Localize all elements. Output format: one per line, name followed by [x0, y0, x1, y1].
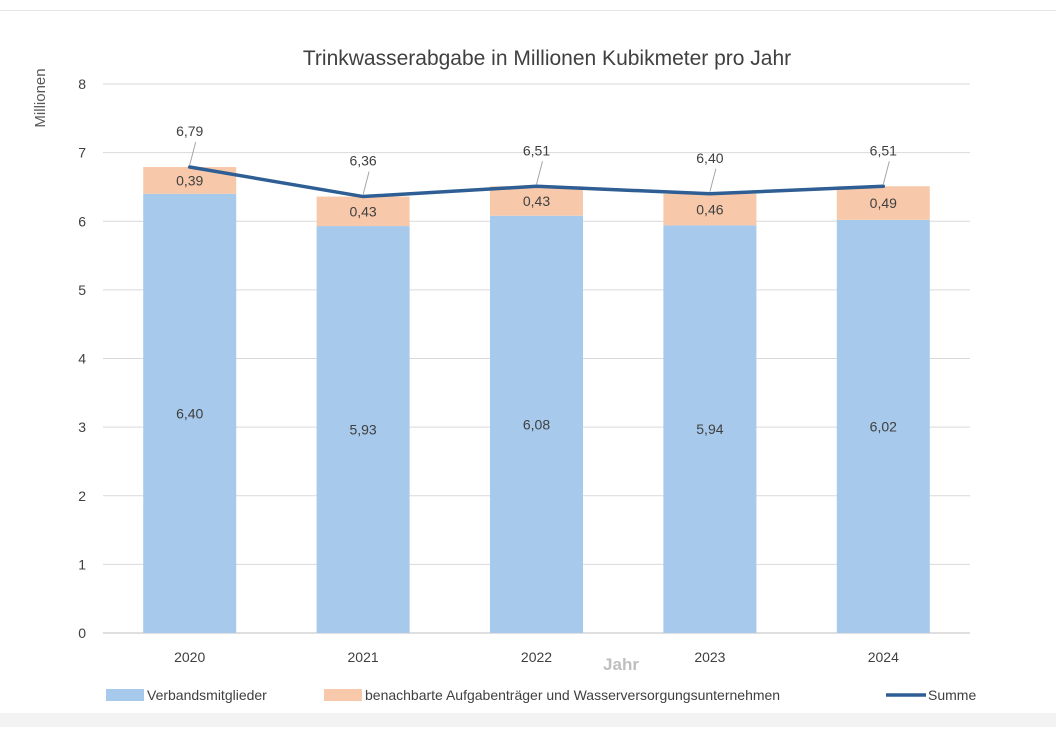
line-summe	[187, 165, 886, 199]
x-tick-label-2022: 2022	[521, 649, 552, 665]
y-tick-label-5: 5	[78, 282, 86, 298]
y-tick-label-2: 2	[78, 488, 86, 504]
y-tick-label-8: 8	[78, 76, 86, 92]
bar-verbandsmitglieder-2024	[836, 219, 930, 633]
bar-label-benachbarte-2023: 0,46	[696, 202, 723, 218]
line-label-summe-2022: 6,51	[523, 142, 550, 158]
line-label-leader-2023	[709, 168, 717, 192]
legend-swatch-benachbarte	[324, 689, 362, 701]
x-tick-label-2024: 2024	[868, 649, 899, 665]
bar-verbandsmitglieder-2020	[143, 193, 237, 634]
legend-label-benachbarte: benachbarte Aufgabenträger und Wasserver…	[365, 687, 780, 703]
line-label-leader-2024	[882, 161, 890, 185]
bar-label-verbandsmitglieder-2024: 6,02	[870, 418, 897, 434]
bar-label-benachbarte-2024: 0,49	[870, 195, 897, 211]
line-label-summe-2021: 6,36	[349, 153, 376, 169]
bar-label-benachbarte-2021: 0,43	[349, 203, 376, 219]
bar-benachbarte-2023	[663, 193, 757, 226]
legend-label-verbandsmitglieder: Verbandsmitglieder	[147, 687, 267, 703]
line-label-summe-2020: 6,79	[176, 123, 203, 139]
x-tick-label-2023: 2023	[694, 649, 725, 665]
bar-benachbarte-2022	[490, 186, 583, 216]
y-tick-label-3: 3	[78, 419, 86, 435]
line-label-leader-2020	[189, 141, 197, 166]
bar-benachbarte-2024	[836, 186, 930, 220]
line-label-summe-2023: 6,40	[696, 150, 723, 166]
bar-label-benachbarte-2020: 0,39	[176, 172, 203, 188]
x-tick-label-2021: 2021	[348, 649, 379, 665]
legend-swatch-verbandsmitglieder	[106, 689, 144, 701]
bar-benachbarte-2021	[316, 196, 410, 227]
y-tick-label-4: 4	[78, 351, 86, 367]
bar-label-verbandsmitglieder-2020: 6,40	[176, 405, 203, 421]
y-tick-label-7: 7	[78, 145, 86, 161]
bar-label-verbandsmitglieder-2021: 5,93	[349, 422, 376, 438]
x-axis-title: Jahr	[603, 655, 639, 674]
bar-label-verbandsmitglieder-2023: 5,94	[696, 421, 723, 437]
bar-label-verbandsmitglieder-2022: 6,08	[523, 416, 550, 432]
y-tick-label-0: 0	[78, 625, 86, 641]
line-label-leader-2022	[536, 161, 543, 185]
bar-verbandsmitglieder-2022	[490, 215, 583, 633]
chart-title: Trinkwasserabgabe in Millionen Kubikmete…	[303, 47, 791, 70]
top-strip	[0, 0, 1056, 11]
y-axis-title: Millionen	[32, 68, 49, 127]
y-tick-label-1: 1	[78, 556, 86, 572]
bar-verbandsmitglieder-2023	[663, 225, 757, 633]
legend-label-summe: Summe	[928, 687, 976, 703]
bar-label-benachbarte-2022: 0,43	[523, 193, 550, 209]
x-tick-label-2020: 2020	[174, 649, 205, 665]
bar-verbandsmitglieder-2021	[316, 226, 410, 633]
line-label-leader-2021	[362, 171, 370, 195]
bottom-strip	[0, 713, 1056, 727]
y-tick-label-6: 6	[78, 213, 86, 229]
line-label-summe-2024: 6,51	[870, 142, 897, 158]
